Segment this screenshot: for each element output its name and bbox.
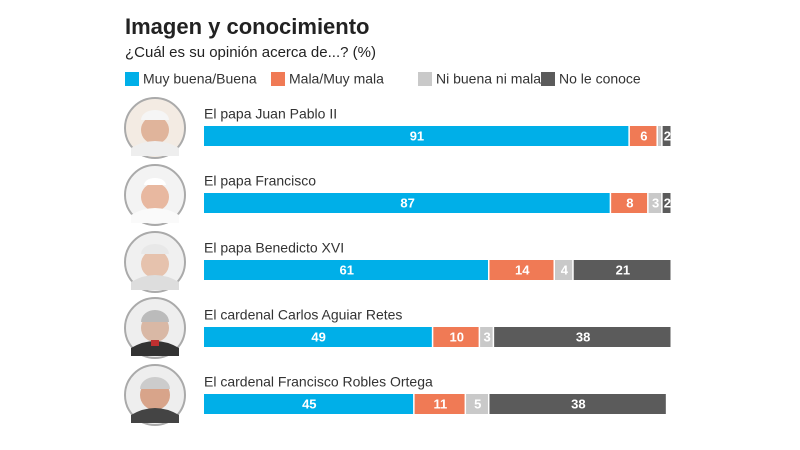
- value-label: 38: [576, 329, 590, 344]
- value-label: 91: [410, 128, 424, 143]
- bar-segment: [433, 327, 479, 347]
- bar-segment: [657, 126, 662, 146]
- bar-segment: [555, 260, 573, 280]
- bar-segment: [648, 193, 662, 213]
- category-label: El papa Juan Pablo II: [204, 106, 337, 122]
- bar-segment: [489, 260, 554, 280]
- chart-subtitle: ¿Cuál es su opinión acerca de...? (%): [125, 44, 376, 61]
- bar-segment: [611, 193, 648, 213]
- value-label: 87: [400, 195, 414, 210]
- legend-label: No le conoce: [559, 71, 641, 87]
- bar-segment: [204, 193, 610, 213]
- legend-swatch: [418, 72, 432, 86]
- portrait: [124, 97, 186, 159]
- value-label: 3: [484, 329, 491, 344]
- category-label: El cardenal Carlos Aguiar Retes: [204, 307, 402, 323]
- bar-segment: [204, 327, 432, 347]
- bar-segment: [204, 260, 488, 280]
- value-label: 21: [616, 262, 630, 277]
- value-label: 2: [664, 128, 671, 143]
- legend-swatch: [541, 72, 555, 86]
- value-label: 38: [571, 396, 585, 411]
- bar-segment: [204, 126, 629, 146]
- legend-swatch: [125, 72, 139, 86]
- bar-segment: [629, 126, 657, 146]
- value-label: 5: [474, 396, 481, 411]
- legend-label: Muy buena/Buena: [143, 71, 257, 87]
- bar-segment: [414, 394, 465, 414]
- bar-segment: [662, 126, 671, 146]
- category-label: El papa Francisco: [204, 173, 316, 189]
- value-label: 45: [302, 396, 316, 411]
- portrait: [124, 297, 186, 359]
- value-label: 3: [652, 195, 659, 210]
- value-label: 49: [311, 329, 325, 344]
- value-label: 8: [626, 195, 633, 210]
- bar-segment: [494, 327, 671, 347]
- value-label: 11: [433, 396, 447, 411]
- category-label: El cardenal Francisco Robles Ortega: [204, 374, 433, 390]
- chart-title: Imagen y conocimiento: [125, 14, 370, 39]
- portrait: [124, 164, 186, 226]
- legend-label: Mala/Muy mala: [289, 71, 384, 87]
- value-label: 14: [515, 262, 530, 277]
- legend-swatch: [271, 72, 285, 86]
- portraits: [124, 97, 186, 426]
- value-label: 61: [340, 262, 354, 277]
- bar-segment: [662, 193, 671, 213]
- value-label: 10: [449, 329, 463, 344]
- bar-segment: [489, 394, 666, 414]
- bar-segment: [480, 327, 493, 347]
- category-label: El papa Benedicto XVI: [204, 240, 344, 256]
- bar-segment: [573, 260, 671, 280]
- portrait: [124, 364, 186, 426]
- value-label: 4: [561, 262, 569, 277]
- value-label: 2: [664, 195, 671, 210]
- value-label: 6: [640, 128, 647, 143]
- bar-segment: [466, 394, 488, 414]
- legend-label: Ni buena ni mala: [436, 71, 541, 87]
- portrait: [124, 231, 186, 293]
- bar-segment: [204, 394, 414, 414]
